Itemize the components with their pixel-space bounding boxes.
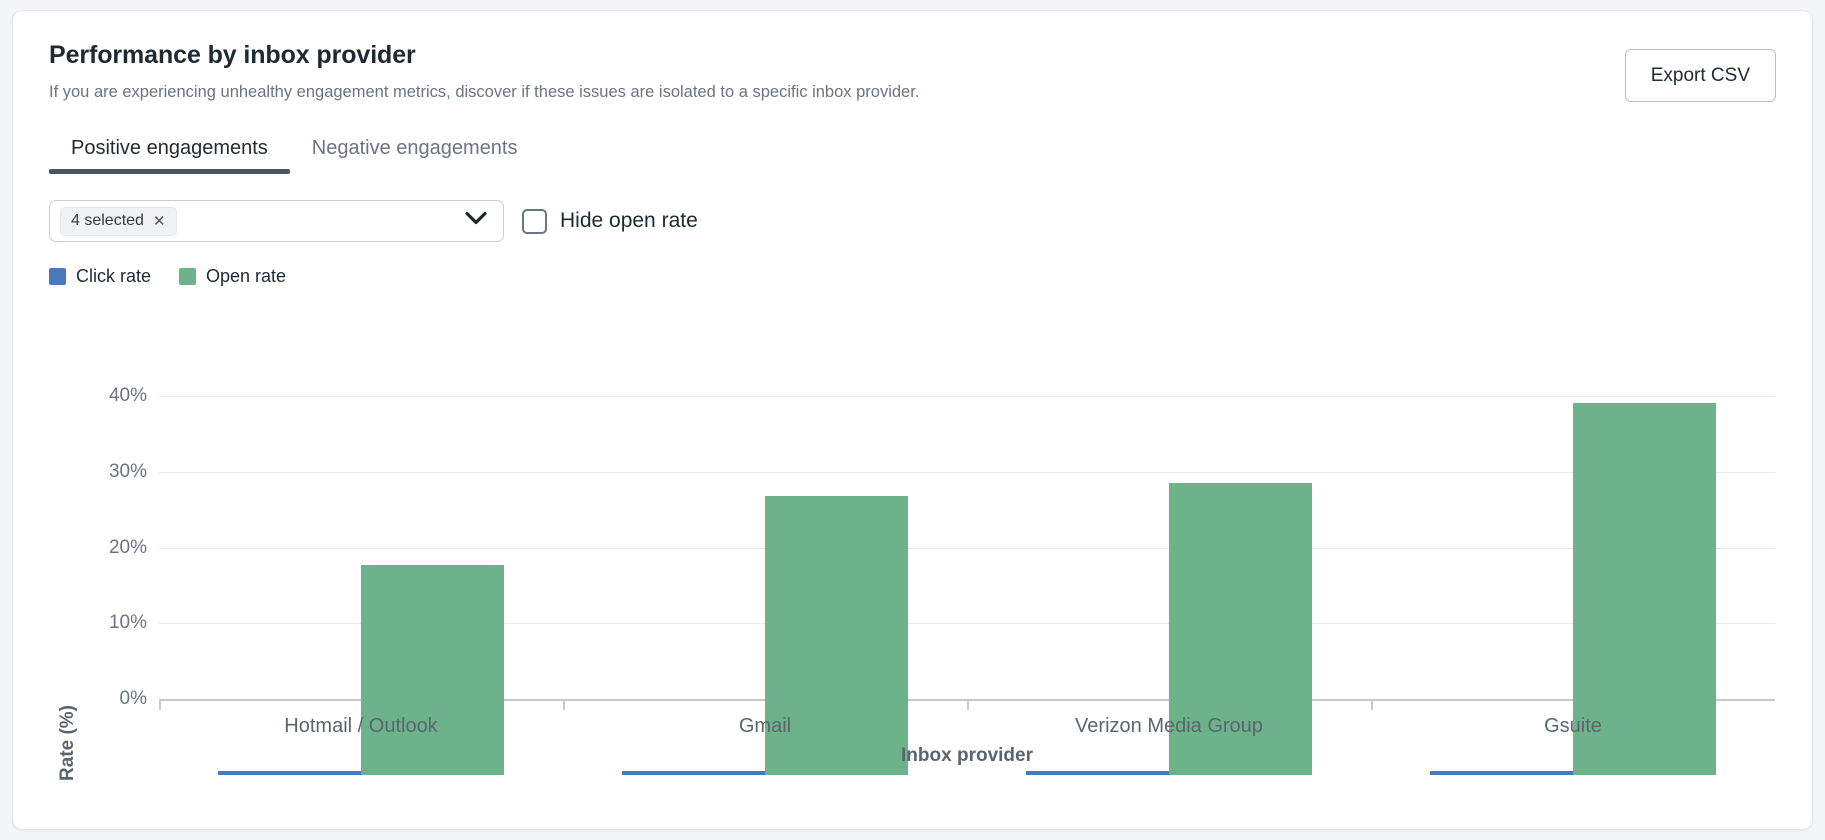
bar-open-rate[interactable] — [361, 565, 504, 776]
export-csv-button[interactable]: Export CSV — [1624, 49, 1776, 102]
legend-label-click-rate: Click rate — [76, 266, 152, 287]
bar-group: Gsuite — [1371, 305, 1775, 776]
gridline — [159, 547, 1775, 549]
selected-count-chip[interactable]: 4 selected ✕ — [60, 206, 177, 236]
card-subtitle: If you are experiencing unhealthy engage… — [49, 82, 920, 101]
gridline — [159, 396, 1775, 398]
bar-click-rate[interactable] — [622, 770, 765, 776]
bar-open-rate[interactable] — [1169, 482, 1312, 776]
bar-chart: Rate (%) 0% 10% 20% 30% 40% Hotmail / Outloo… — [13, 305, 1812, 781]
bar-groups: Hotmail / Outlook Gmail Verizon Media Grou… — [159, 305, 1775, 776]
bar-group: Verizon Media Group — [967, 305, 1371, 776]
x-axis-tickmark — [563, 701, 565, 711]
bar-open-rate[interactable] — [765, 495, 908, 776]
legend-label-open-rate: Open rate — [206, 266, 287, 287]
bar-click-rate[interactable] — [218, 770, 361, 776]
bar-group: Hotmail / Outlook — [159, 305, 563, 776]
y-axis-tick-label: 20% — [108, 536, 147, 558]
legend-item-open-rate[interactable]: Open rate — [179, 266, 286, 287]
x-axis-line — [159, 699, 1775, 702]
bars — [563, 381, 967, 776]
performance-card: Performance by inbox provider If you are… — [12, 10, 1813, 830]
selected-count-label: 4 selected — [71, 212, 144, 230]
x-axis-label: Inbox provider — [901, 745, 1033, 767]
x-axis-tickmark — [159, 701, 161, 711]
gridline — [159, 623, 1775, 625]
legend-swatch-click-rate — [49, 268, 66, 286]
chart-controls: 4 selected ✕ Hide open rate — [13, 174, 1812, 243]
bar-group: Gmail — [563, 305, 967, 776]
bar-open-rate[interactable] — [1573, 403, 1716, 776]
bar-click-rate[interactable] — [1430, 770, 1573, 776]
card-header: Performance by inbox provider If you are… — [13, 11, 1812, 103]
bars — [1371, 381, 1775, 776]
x-axis-tick-label: Hotmail / Outlook — [284, 715, 438, 738]
y-axis-tick-label: 0% — [119, 688, 147, 710]
tab-positive-engagements-label: Positive engagements — [71, 137, 268, 160]
x-axis-tickmark — [1371, 701, 1373, 711]
engagement-tabs: Positive engagements Negative engagement… — [13, 131, 1812, 175]
hide-open-rate-label: Hide open rate — [560, 209, 698, 233]
gridline — [159, 471, 1775, 473]
x-axis-tick-label: Verizon Media Group — [1075, 715, 1263, 738]
bars — [159, 381, 563, 776]
legend-swatch-open-rate — [179, 268, 197, 286]
provider-multiselect[interactable]: 4 selected ✕ — [49, 200, 504, 243]
hide-open-rate-toggle[interactable]: Hide open rate — [522, 208, 698, 234]
y-axis-tick-label: 30% — [108, 460, 147, 482]
chart-legend: Click rate Open rate — [13, 242, 1812, 287]
close-icon[interactable]: ✕ — [152, 212, 166, 230]
x-axis-tick-label: Gsuite — [1544, 715, 1602, 738]
chevron-down-icon[interactable] — [465, 212, 487, 231]
tab-negative-engagements-label: Negative engagements — [311, 137, 518, 160]
bar-click-rate[interactable] — [1026, 770, 1169, 776]
x-axis-tick-label: Gmail — [738, 715, 792, 738]
bars — [967, 381, 1371, 776]
hide-open-rate-checkbox[interactable] — [522, 208, 547, 234]
y-axis-tick-label: 40% — [108, 385, 147, 407]
tab-positive-engagements[interactable]: Positive engagements — [49, 131, 290, 175]
x-axis-tickmark — [967, 701, 969, 711]
y-axis-tick-label: 10% — [108, 612, 147, 634]
y-axis-ticks: 0% 10% 20% 30% 40% — [13, 305, 147, 775]
page-title: Performance by inbox provider — [49, 41, 416, 69]
tab-negative-engagements[interactable]: Negative engagements — [290, 131, 540, 174]
legend-item-click-rate[interactable]: Click rate — [49, 266, 151, 287]
plot-area: Hotmail / Outlook Gmail Verizon Media Grou… — [159, 305, 1775, 776]
